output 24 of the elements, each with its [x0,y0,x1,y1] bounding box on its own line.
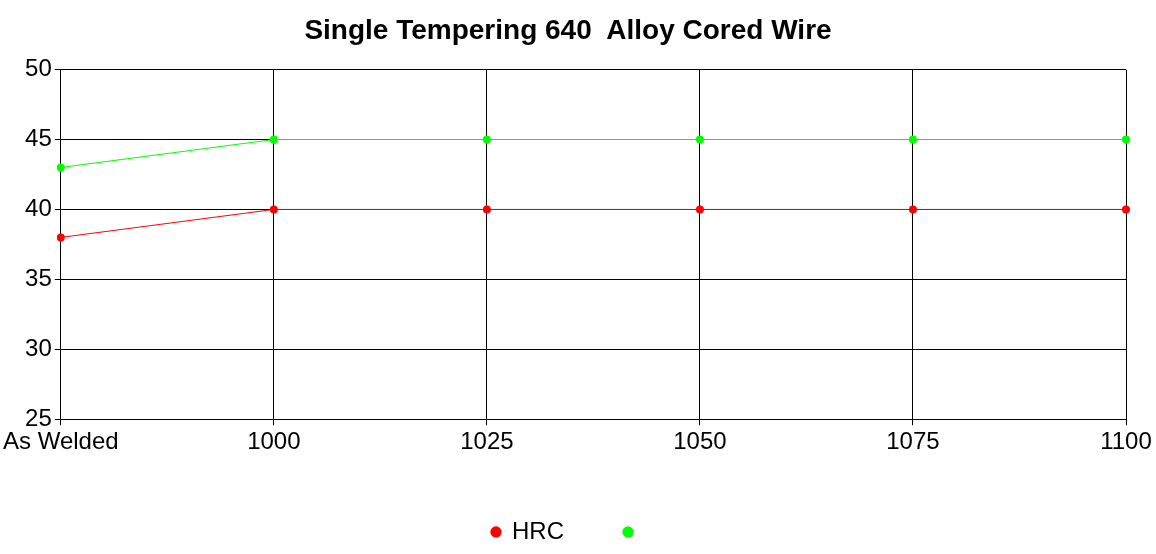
x-tick-label: 1075 [886,427,940,455]
legend-label: HRC [512,516,564,544]
point [269,205,278,214]
y-tick-label: 30 [25,333,52,361]
chart-title: Single Tempering 640 Alloy Cored Wire [304,13,832,45]
x-tick-label: 1000 [247,427,301,455]
point [482,205,491,214]
point [1122,135,1130,144]
point [56,163,65,172]
point [482,135,491,144]
y-tick-label: 40 [25,194,52,222]
x-tick-label: 1050 [673,427,727,455]
point [695,205,704,214]
point [56,233,65,242]
y-tick-label: 45 [25,124,52,152]
point [908,135,917,144]
point [908,205,917,214]
point [269,135,278,144]
y-tick-label: 50 [25,54,52,82]
y-tick-label: 35 [25,263,52,291]
point [695,135,704,144]
x-tick-label: 1025 [460,427,514,455]
point [1122,205,1130,214]
x-tick-label: 1100 [1100,427,1152,455]
